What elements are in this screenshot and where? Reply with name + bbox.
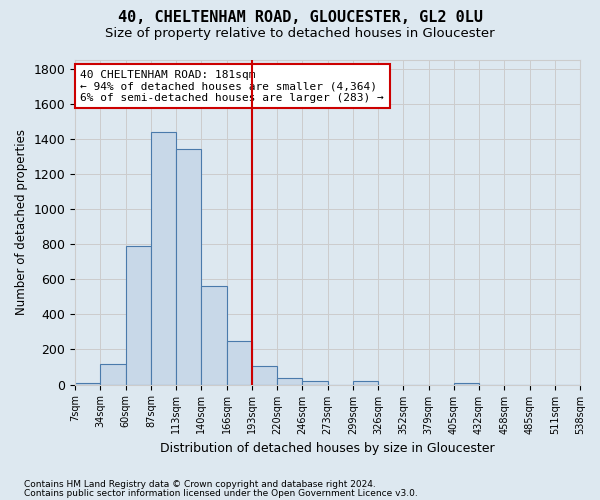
- Y-axis label: Number of detached properties: Number of detached properties: [15, 130, 28, 316]
- Bar: [176, 150, 202, 384]
- Text: Contains HM Land Registry data © Crown copyright and database right 2024.: Contains HM Land Registry data © Crown c…: [24, 480, 376, 489]
- Text: Contains public sector information licensed under the Open Government Licence v3: Contains public sector information licen…: [24, 489, 418, 498]
- Bar: [252, 366, 277, 384]
- Bar: [202, 286, 227, 384]
- Bar: [454, 383, 479, 384]
- Bar: [75, 383, 100, 384]
- Bar: [227, 340, 252, 384]
- X-axis label: Distribution of detached houses by size in Gloucester: Distribution of detached houses by size …: [160, 442, 495, 455]
- Bar: [100, 364, 125, 384]
- Text: 40, CHELTENHAM ROAD, GLOUCESTER, GL2 0LU: 40, CHELTENHAM ROAD, GLOUCESTER, GL2 0LU: [118, 10, 482, 25]
- Text: Size of property relative to detached houses in Gloucester: Size of property relative to detached ho…: [105, 28, 495, 40]
- Bar: [302, 381, 328, 384]
- Text: 40 CHELTENHAM ROAD: 181sqm
← 94% of detached houses are smaller (4,364)
6% of se: 40 CHELTENHAM ROAD: 181sqm ← 94% of deta…: [80, 70, 384, 103]
- Bar: [125, 246, 151, 384]
- Bar: [277, 378, 302, 384]
- Bar: [151, 132, 176, 384]
- Bar: [353, 381, 378, 384]
